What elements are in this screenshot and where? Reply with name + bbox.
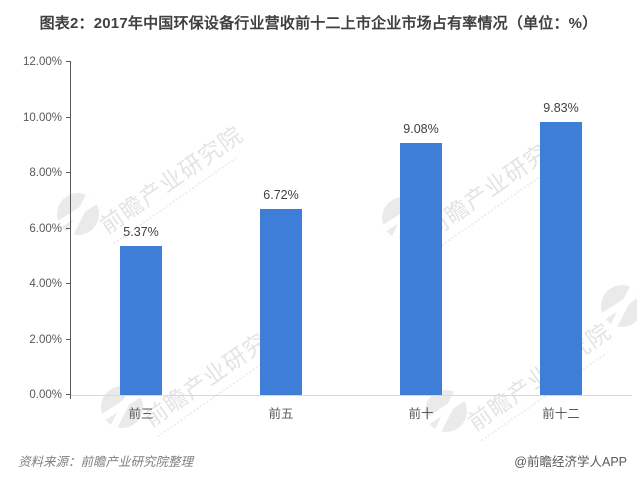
bar (120, 245, 162, 395)
bar (260, 208, 302, 395)
y-axis-tick (66, 338, 71, 340)
bar (540, 122, 582, 395)
y-axis-tick-label: 8.00% (29, 167, 62, 179)
y-axis-tick (66, 172, 71, 173)
bar-cell: 5.37% 前三 (71, 62, 211, 421)
y-axis-tick-label: 0.00% (29, 389, 62, 401)
bar-cell: 6.72% 前五 (211, 62, 351, 421)
y-axis-tick (66, 394, 71, 395)
x-axis-line (70, 395, 632, 396)
y-axis-tick-label: 2.00% (29, 333, 62, 346)
x-axis-category-label: 前十二 (542, 407, 580, 421)
y-axis-tick-label: 10.00% (22, 111, 62, 124)
bar-cell: 9.83% 前十二 (491, 62, 631, 421)
chart-title: 图表2：2017年中国环保设备行业营收前十二上市企业市场占有率情况（单位：%） (39, 15, 598, 32)
bar (400, 143, 442, 395)
bar-value-label: 5.37% (123, 224, 159, 239)
y-axis-tick-label: 6.00% (29, 222, 62, 235)
x-axis-category-label: 前五 (268, 407, 294, 421)
y-axis-tick (66, 116, 71, 118)
y-axis-tick (66, 283, 71, 284)
x-axis-category-label: 前三 (128, 407, 154, 421)
x-axis-category-label: 前十 (408, 407, 434, 421)
footer: 资料来源：前瞻产业研究院整理 @前瞻经济学人APP (18, 451, 627, 470)
source-note: 资料来源：前瞻产业研究院整理 (18, 455, 194, 469)
brand-credit: @前瞻经济学人APP (514, 455, 627, 469)
bar-cell: 9.08% 前十 (351, 62, 491, 421)
bar-value-label: 9.08% (403, 122, 439, 137)
y-axis-tick-label: 4.00% (29, 278, 62, 290)
bar-value-label: 6.72% (263, 187, 299, 202)
y-axis-tick (66, 61, 71, 62)
bar-value-label: 9.83% (543, 101, 579, 116)
plot-area: 5.37% 前三 6.72% 前五 9.08% 前十 9.83% 前十二 0.00% 2.00%… (23, 56, 631, 421)
y-axis-tick (66, 227, 71, 229)
y-axis-tick-label: 12.00% (22, 56, 62, 68)
bars-container: 5.37% 前三 6.72% 前五 9.08% 前十 9.83% 前十二 (71, 62, 631, 421)
